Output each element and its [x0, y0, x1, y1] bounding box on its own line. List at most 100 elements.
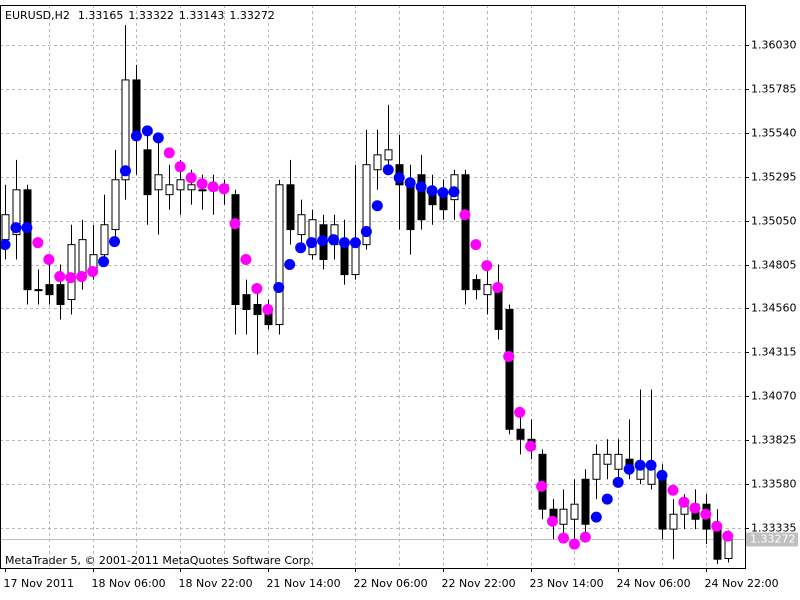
x-tick-label: 18 Nov 06:00	[92, 577, 166, 590]
candle-body	[198, 189, 207, 192]
indicator-dot	[98, 256, 110, 268]
indicator-dot	[163, 147, 175, 159]
candle-body	[100, 224, 109, 256]
indicator-dot	[295, 242, 307, 254]
x-tick-label: 23 Nov 14:00	[530, 577, 604, 590]
x-tick-label: 21 Nov 14:00	[267, 577, 341, 590]
indicator-dot	[645, 459, 657, 471]
candle-body	[253, 304, 262, 316]
candle-body	[603, 453, 612, 465]
indicator-dot	[568, 538, 580, 550]
candle-body	[559, 508, 568, 525]
indicator-dot	[21, 222, 33, 234]
indicator-dot	[459, 209, 471, 221]
indicator-dot	[109, 236, 120, 248]
indicator-dot	[404, 177, 416, 189]
indicator-dot	[667, 484, 679, 496]
indicator-dot	[634, 459, 646, 471]
candle-body	[1, 214, 10, 241]
indicator-dot	[119, 165, 131, 177]
y-tick-label: 1.33335	[751, 522, 797, 535]
plot-border	[0, 5, 746, 569]
y-tick-label: 1.35785	[751, 83, 797, 96]
indicator-dot	[0, 239, 11, 251]
candle-body	[121, 79, 130, 181]
indicator-dot	[240, 254, 252, 266]
y-tick-label: 1.33825	[751, 434, 797, 447]
indicator-dot	[492, 281, 504, 293]
indicator-dot	[503, 350, 515, 362]
indicator-dot	[525, 440, 537, 452]
indicator-dot	[470, 239, 482, 251]
indicator-dot	[689, 502, 701, 514]
indicator-dot	[371, 200, 383, 212]
high-value: 1.33322	[128, 9, 174, 22]
indicator-dot	[87, 266, 99, 278]
indicator-dot	[229, 218, 241, 230]
candle-body	[143, 149, 152, 196]
indicator-dot	[338, 237, 350, 249]
candle-body	[176, 179, 185, 191]
indicator-dot	[43, 254, 55, 266]
footer: MetaTrader 5, © 2001-2011 MetaQuotes Sof…	[5, 554, 314, 567]
y-tick-label: 1.35295	[751, 171, 797, 184]
indicator-dot	[218, 183, 230, 195]
candle-body	[187, 184, 196, 191]
y-tick-label: 1.33580	[751, 478, 797, 491]
candle-body	[297, 214, 306, 236]
candle-body	[23, 189, 32, 291]
indicator-dot	[174, 161, 186, 173]
indicator-dot	[700, 508, 712, 520]
indicator-dot	[32, 237, 44, 249]
candle-body	[12, 189, 21, 236]
candle-body	[67, 244, 76, 300]
indicator-dot	[273, 281, 285, 293]
indicator-dot	[547, 515, 558, 527]
indicator-dot	[656, 469, 668, 481]
candle-body	[581, 478, 590, 525]
current-price-label: 1.33272	[750, 533, 796, 546]
close-value: 1.33272	[229, 9, 275, 22]
candle-body	[570, 503, 579, 520]
indicator-dot	[65, 272, 77, 284]
y-tick-label: 1.34070	[751, 390, 797, 403]
y-tick-label: 1.36030	[751, 39, 797, 52]
indicator-dot	[152, 132, 164, 144]
indicator-dot	[557, 532, 569, 544]
indicator-dot	[262, 304, 274, 316]
indicator-dot	[711, 520, 723, 532]
candle-body	[373, 154, 382, 171]
candle-body	[275, 184, 284, 326]
grid	[0, 5, 745, 568]
x-tick-label: 22 Nov 06:00	[354, 577, 428, 590]
candle-body	[516, 428, 525, 440]
indicator-dot	[514, 406, 526, 418]
candle-body	[111, 179, 120, 231]
indicator-dot	[10, 222, 22, 234]
indicator-dot	[448, 186, 460, 198]
indicator-dot	[481, 260, 493, 272]
candle-body	[614, 453, 623, 470]
candle-body	[165, 184, 174, 196]
y-tick-label: 1.35050	[751, 215, 797, 228]
indicator-dot	[76, 271, 88, 283]
indicator-dot	[437, 187, 449, 199]
indicator-dot	[284, 259, 296, 271]
symbol: EURUSD,H2	[5, 9, 70, 22]
x-tick-label: 24 Nov 22:00	[705, 577, 779, 590]
header: EURUSD,H2 1.33165 1.33322 1.33143 1.33272	[5, 9, 275, 22]
indicator-dot	[317, 235, 329, 247]
candle-body	[658, 473, 667, 530]
indicator-dot	[328, 234, 339, 246]
indicator-dot	[349, 237, 361, 249]
indicator-dot	[185, 172, 197, 184]
indicator-dot	[251, 283, 263, 295]
candle-body	[461, 174, 470, 291]
candle-body	[154, 174, 163, 191]
candle-body	[351, 244, 360, 276]
x-tick-label: 18 Nov 22:00	[179, 577, 253, 590]
candle-body	[308, 219, 317, 256]
indicator-dot	[590, 511, 602, 523]
candle-body	[78, 239, 87, 276]
